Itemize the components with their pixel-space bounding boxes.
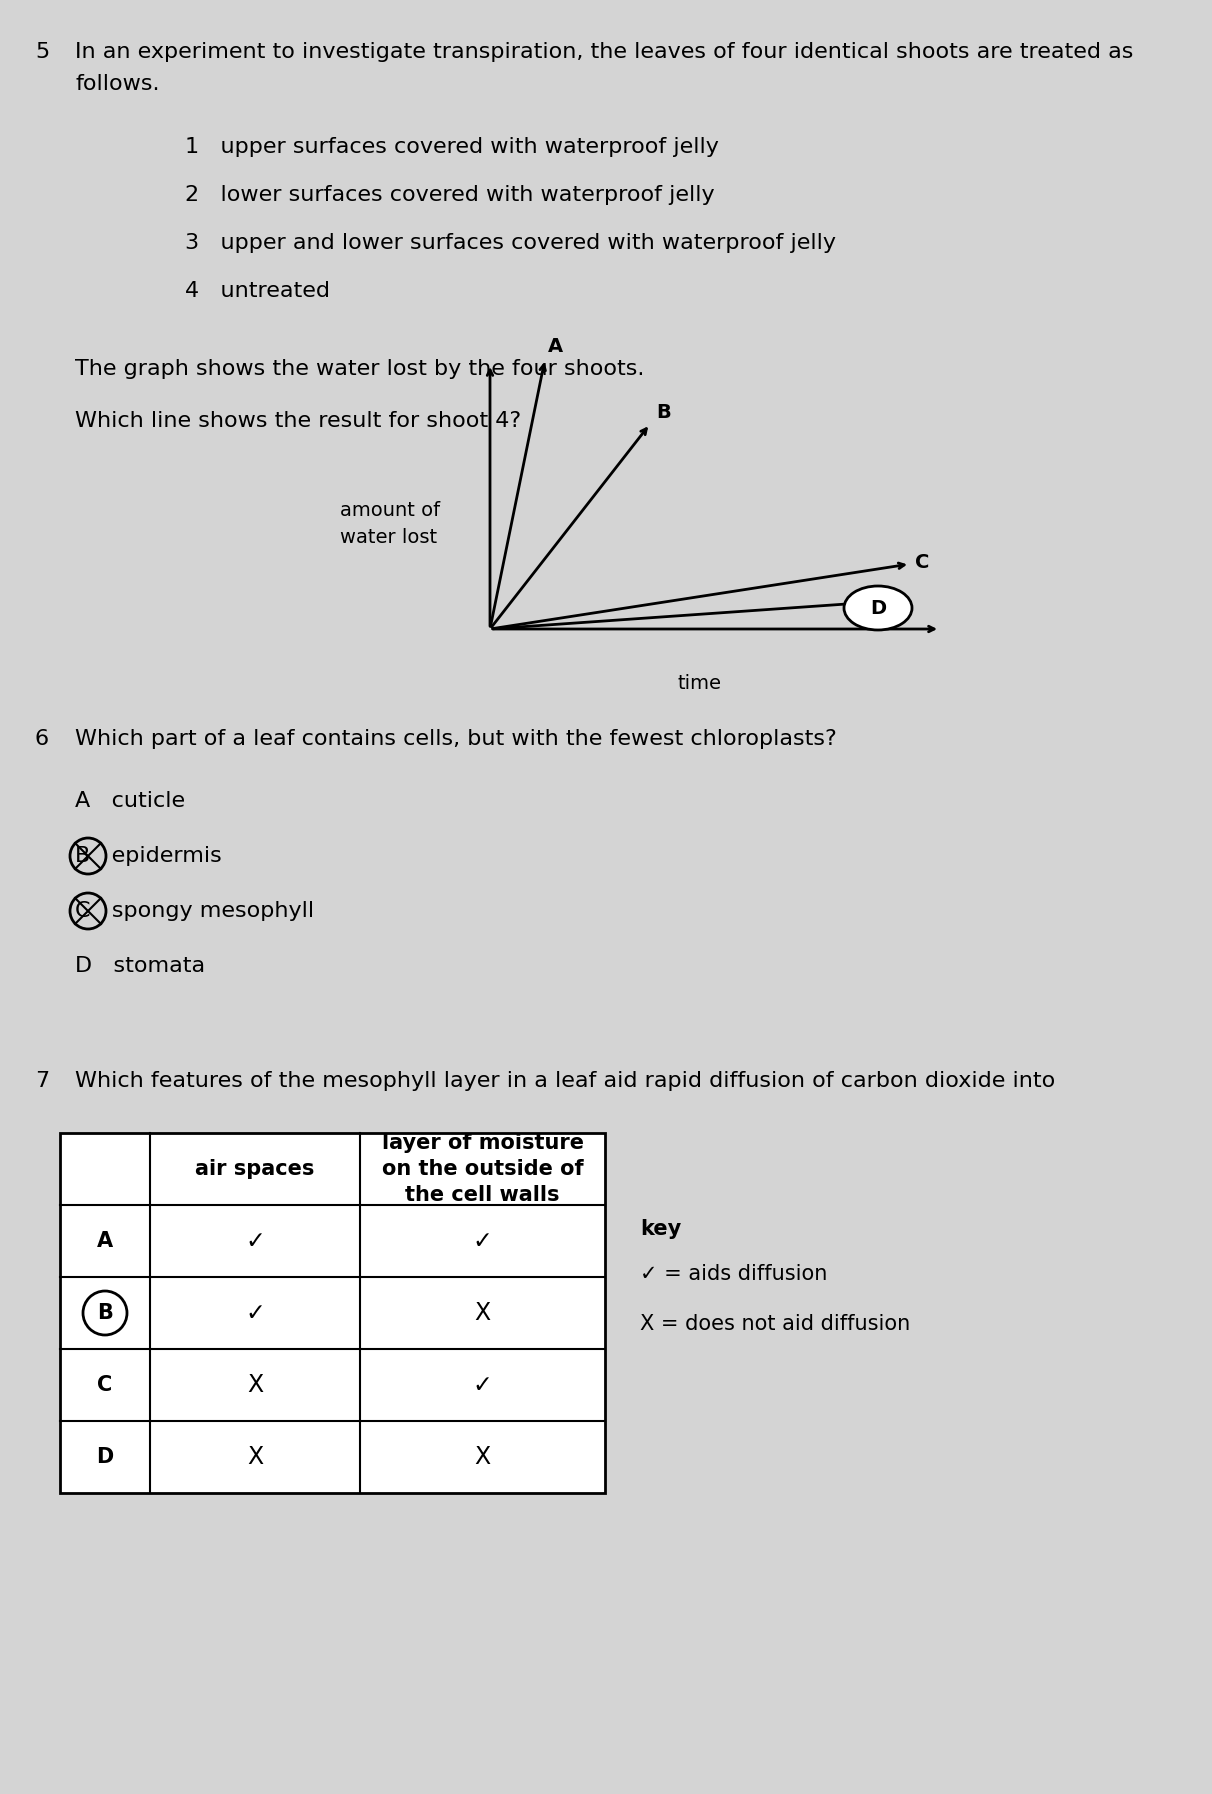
Text: B: B — [97, 1302, 113, 1322]
Text: D   stomata: D stomata — [75, 956, 205, 976]
Text: key: key — [640, 1220, 681, 1240]
Text: X: X — [474, 1301, 491, 1326]
Text: X: X — [474, 1444, 491, 1469]
Text: ✓: ✓ — [245, 1229, 265, 1252]
Bar — [61, 1134, 605, 1493]
Text: 1   upper surfaces covered with waterproof jelly: 1 upper surfaces covered with waterproof… — [185, 136, 719, 158]
Text: ✓: ✓ — [245, 1301, 265, 1326]
Text: 6: 6 — [35, 728, 50, 750]
Text: time: time — [678, 675, 722, 692]
Text: Which features of the mesophyll layer in a leaf aid rapid diffusion of carbon di: Which features of the mesophyll layer in… — [75, 1071, 1056, 1091]
Text: layer of moisture
on the outside of
the cell walls: layer of moisture on the outside of the … — [382, 1132, 583, 1206]
Text: X: X — [247, 1372, 263, 1398]
Text: C: C — [915, 553, 930, 572]
Text: A   cuticle: A cuticle — [75, 791, 185, 811]
Text: C: C — [97, 1374, 113, 1396]
Text: ✓: ✓ — [473, 1372, 492, 1398]
Text: A: A — [548, 337, 564, 355]
Text: A: A — [97, 1231, 113, 1250]
Text: 2   lower surfaces covered with waterproof jelly: 2 lower surfaces covered with waterproof… — [185, 185, 715, 205]
Text: 7: 7 — [35, 1071, 50, 1091]
Text: D: D — [870, 599, 886, 617]
Text: C   spongy mesophyll: C spongy mesophyll — [75, 901, 314, 920]
Text: follows.: follows. — [75, 74, 160, 93]
Text: 4   untreated: 4 untreated — [185, 282, 330, 301]
Text: air spaces: air spaces — [195, 1159, 315, 1179]
Text: B: B — [656, 404, 670, 422]
Ellipse shape — [844, 587, 911, 630]
Text: 5: 5 — [35, 41, 50, 63]
Text: X = does not aid diffusion: X = does not aid diffusion — [640, 1315, 910, 1335]
Text: 3   upper and lower surfaces covered with waterproof jelly: 3 upper and lower surfaces covered with … — [185, 233, 836, 253]
Text: Which line shows the result for shoot 4?: Which line shows the result for shoot 4? — [75, 411, 521, 431]
Text: The graph shows the water lost by the four shoots.: The graph shows the water lost by the fo… — [75, 359, 645, 379]
Text: X: X — [247, 1444, 263, 1469]
Text: In an experiment to investigate transpiration, the leaves of four identical shoo: In an experiment to investigate transpir… — [75, 41, 1133, 63]
Text: Which part of a leaf contains cells, but with the fewest chloroplasts?: Which part of a leaf contains cells, but… — [75, 728, 836, 750]
Text: ✓: ✓ — [473, 1229, 492, 1252]
Text: D: D — [97, 1448, 114, 1467]
Text: B   epidermis: B epidermis — [75, 847, 222, 867]
Text: amount of
water lost: amount of water lost — [341, 501, 440, 547]
Text: ✓ = aids diffusion: ✓ = aids diffusion — [640, 1265, 828, 1285]
